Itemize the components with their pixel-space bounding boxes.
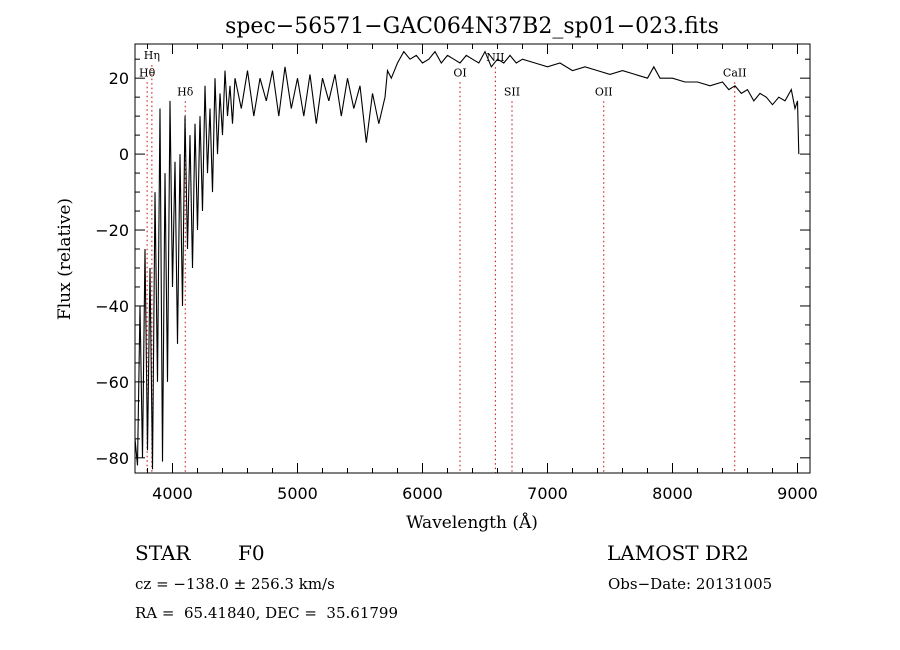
x-tick-label: 8000	[652, 484, 693, 503]
line-marker-label: Hη	[144, 49, 160, 62]
y-tick-label: −60	[95, 373, 129, 392]
spectrum-line	[134, 50, 800, 470]
object-class: STAR	[135, 541, 191, 565]
line-marker-label: SII	[504, 85, 520, 98]
x-tick-label: 4000	[152, 484, 193, 503]
y-axis-label: Flux (relative)	[55, 198, 75, 320]
line-marker-label: OII	[595, 85, 613, 98]
obs-date: Obs−Date: 20131005	[608, 575, 773, 593]
axis-ticks: 4000 5000 6000 7000 8000 9000 −80 −60 −40 −20 0 20	[95, 44, 818, 503]
object-subclass: F0	[238, 541, 265, 565]
y-tick-label: 20	[109, 69, 129, 88]
chart-title: spec−56571−GAC064N37B2_sp01−023.fits	[225, 14, 719, 39]
y-tick-label: −20	[95, 221, 129, 240]
plot-frame	[134, 43, 811, 474]
x-axis-label: Wavelength (Å)	[406, 512, 538, 533]
y-tick-label: −80	[95, 449, 129, 468]
coordinates-text: RA = 65.41840, DEC = 35.61799	[135, 604, 399, 622]
line-marker-label: OI	[453, 66, 466, 79]
survey-name: LAMOST DR2	[607, 541, 749, 565]
x-tick-label: 7000	[527, 484, 568, 503]
redshift-text: cz = −138.0 ± 256.3 km/s	[135, 575, 335, 593]
line-marker-label: Hθ	[139, 66, 156, 79]
y-tick-label: 0	[119, 145, 129, 164]
x-tick-label: 9000	[777, 484, 818, 503]
x-tick-label: 5000	[277, 484, 318, 503]
line-marker-label: Hδ	[177, 85, 194, 98]
y-tick-label: −40	[95, 297, 129, 316]
x-tick-label: 6000	[402, 484, 443, 503]
line-marker-label: CaII	[723, 66, 747, 79]
